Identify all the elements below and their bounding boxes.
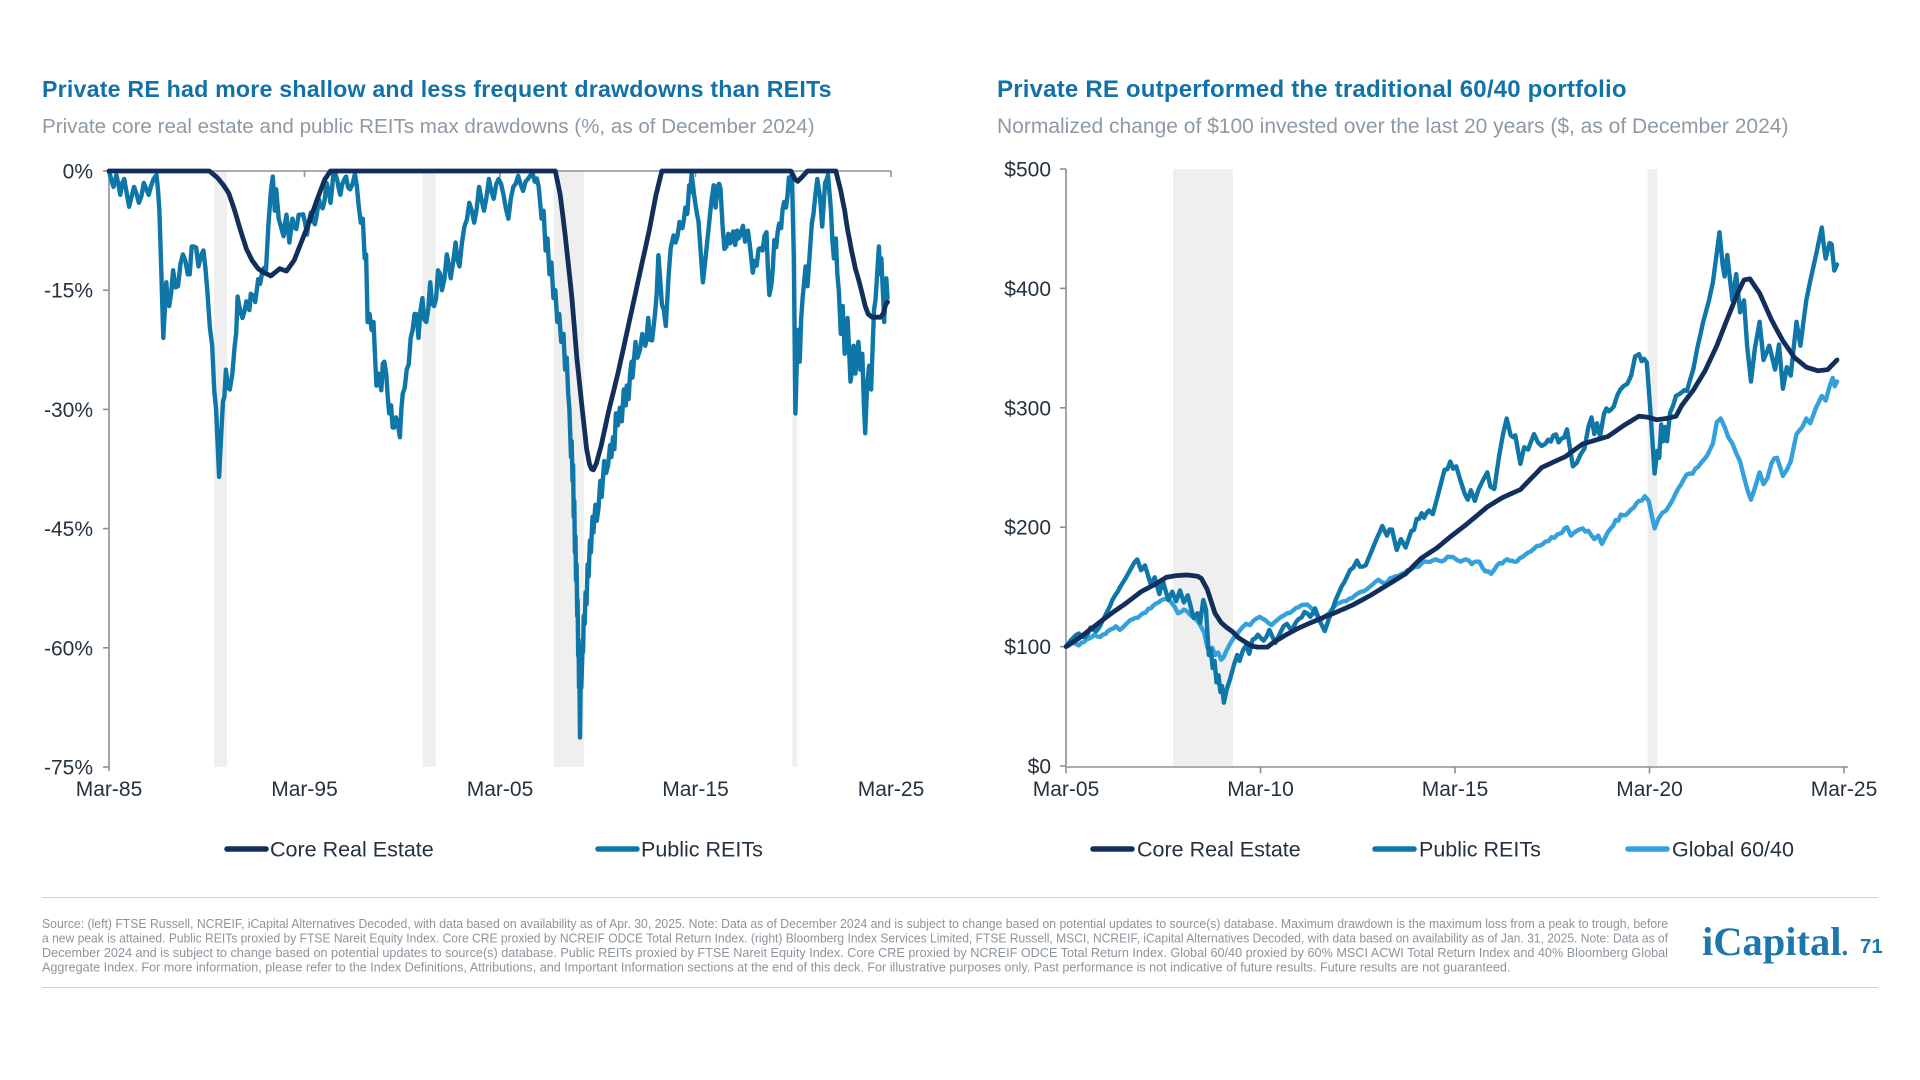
svg-text:Mar-25: Mar-25 — [858, 778, 925, 801]
svg-text:December 2024 and is subject t: December 2024 and is subject to change b… — [42, 946, 1668, 960]
svg-text:Mar-20: Mar-20 — [1616, 778, 1683, 801]
svg-text:Mar-25: Mar-25 — [1811, 778, 1878, 801]
svg-text:Mar-05: Mar-05 — [467, 778, 534, 801]
svg-text:Mar-95: Mar-95 — [271, 778, 338, 801]
svg-text:-15%: -15% — [44, 280, 93, 303]
svg-text:Mar-15: Mar-15 — [662, 778, 729, 801]
svg-text:Source: (left) FTSE Russell, N: Source: (left) FTSE Russell, NCREIF, iCa… — [42, 917, 1668, 931]
svg-text:Mar-15: Mar-15 — [1422, 778, 1489, 801]
svg-text:$200: $200 — [1004, 517, 1051, 540]
svg-text:$0: $0 — [1028, 756, 1051, 779]
svg-text:Core Real Estate: Core Real Estate — [270, 838, 434, 862]
svg-text:$400: $400 — [1004, 278, 1051, 301]
svg-text:Mar-05: Mar-05 — [1033, 778, 1100, 801]
svg-text:$300: $300 — [1004, 397, 1051, 420]
svg-text:Public REITs: Public REITs — [1419, 838, 1541, 862]
svg-text:Aggregate Index. For more info: Aggregate Index. For more information, p… — [42, 961, 1510, 975]
svg-text:-45%: -45% — [44, 518, 93, 541]
svg-text:$100: $100 — [1004, 636, 1051, 659]
svg-text:Global 60/40: Global 60/40 — [1672, 838, 1794, 862]
svg-text:0%: 0% — [63, 161, 93, 184]
svg-text:-30%: -30% — [44, 399, 93, 422]
svg-text:-75%: -75% — [44, 757, 93, 780]
svg-text:$500: $500 — [1004, 159, 1051, 182]
svg-text:Mar-85: Mar-85 — [76, 778, 143, 801]
svg-text:a new peak is attained. Public: a new peak is attained. Public REITs pro… — [42, 932, 1668, 946]
svg-text:-60%: -60% — [44, 637, 93, 660]
svg-text:Core Real Estate: Core Real Estate — [1137, 838, 1301, 862]
svg-text:Mar-10: Mar-10 — [1227, 778, 1294, 801]
svg-text:Public REITs: Public REITs — [641, 838, 763, 862]
